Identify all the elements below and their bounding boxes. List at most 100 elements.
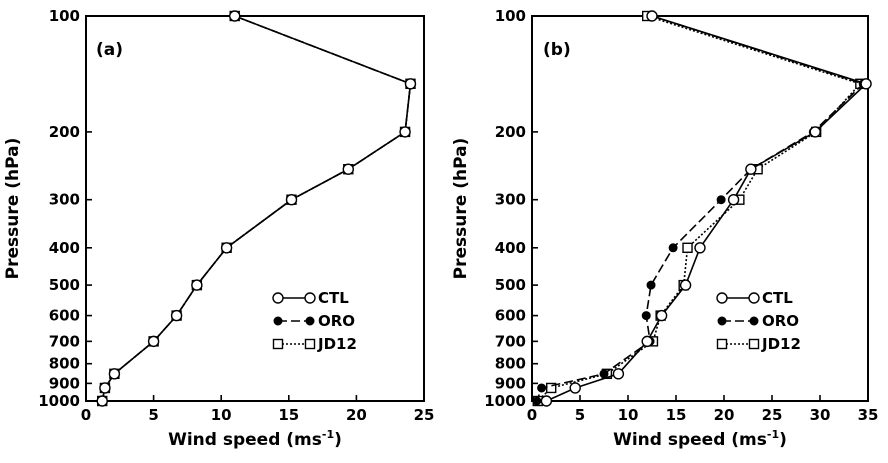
legend-label-oro: ORO — [762, 312, 799, 330]
x-axis-label: Wind speed (ms-1) — [168, 428, 342, 450]
data-point-ctl — [285, 193, 298, 206]
y-tick-label: 900 — [49, 374, 80, 392]
y-tick-label: 200 — [49, 123, 80, 141]
legend-marker-jd12 — [304, 338, 316, 350]
data-point-oro — [537, 383, 547, 393]
y-tick-label: 600 — [495, 307, 526, 325]
x-tick-label: 15 — [278, 406, 299, 424]
data-point-ctl — [612, 368, 625, 380]
legend-marker-jd12 — [272, 338, 284, 350]
x-axis-label-text: Wind speed (ms — [613, 430, 767, 450]
series-line-jd12 — [537, 15, 862, 402]
legend-marker-ctl — [272, 292, 284, 304]
data-point-ctl — [679, 279, 692, 291]
data-point-oro — [716, 195, 726, 205]
series-oro — [97, 11, 415, 406]
x-tick-label: 20 — [346, 406, 367, 424]
panel-label: (a) — [96, 40, 123, 60]
y-tick-label: 900 — [495, 374, 526, 392]
y-tick-label: 600 — [49, 307, 80, 325]
x-axis-label: Wind speed (ms-1) — [613, 428, 787, 450]
legend: CTL ORO JD12 — [716, 289, 801, 353]
legend-marker-ctl — [304, 292, 316, 304]
y-tick-label: 800 — [49, 355, 80, 373]
data-point-oro — [641, 311, 651, 321]
legend-label-ctl: CTL — [762, 289, 793, 307]
x-axis-label-text: Wind speed (ms — [168, 430, 322, 450]
x-tick-label: 25 — [762, 406, 783, 424]
series-line-oro — [536, 15, 865, 402]
data-point-ctl — [646, 10, 658, 22]
y-tick-label: 500 — [49, 276, 80, 294]
data-point-ctl — [229, 10, 241, 22]
y-tick-label: 500 — [495, 276, 526, 294]
y-tick-label: 200 — [495, 123, 526, 141]
x-tick-label: 10 — [618, 406, 639, 424]
data-point-ctl — [399, 126, 411, 138]
x-tick-label: 0 — [81, 406, 91, 424]
legend-marker-oro — [749, 316, 759, 326]
legend-marker-ctl — [748, 292, 760, 304]
data-point-ctl — [147, 335, 160, 348]
data-point-ctl — [655, 309, 668, 322]
data-point-ctl — [108, 368, 121, 380]
legend-label-jd12: JD12 — [761, 335, 801, 353]
x-axis-label-close: ) — [779, 430, 787, 450]
data-point-jd12 — [546, 382, 557, 394]
data-point-oro — [599, 369, 609, 379]
y-tick-label: 700 — [49, 332, 80, 350]
legend-label-jd12: JD12 — [317, 335, 357, 353]
data-point-ctl — [694, 242, 706, 254]
legend-marker-oro — [305, 316, 315, 326]
series-ctl — [540, 10, 872, 407]
series-oro — [532, 11, 868, 406]
y-tick-label: 300 — [49, 191, 80, 209]
y-tick-label: 1000 — [38, 392, 80, 410]
data-point-oro — [668, 243, 678, 253]
x-tick-label: 15 — [666, 406, 687, 424]
series-jd12 — [97, 10, 416, 407]
panel-a: 0 5 10 15 20 25 100 200 300 400 500 600 700 800900100… — [3, 7, 434, 450]
data-point-oro — [532, 396, 542, 406]
data-point-ctl — [569, 382, 581, 394]
x-tick-label: 5 — [148, 406, 158, 424]
data-point-ctl — [540, 395, 553, 407]
legend-marker-ctl — [716, 292, 728, 304]
y-axis-label: Pressure (hPa) — [451, 138, 471, 280]
data-point-ctl — [96, 395, 108, 407]
x-tick-label: 30 — [810, 406, 831, 424]
series-line-ctl — [546, 15, 868, 402]
x-tick-label: 5 — [575, 406, 585, 424]
y-tick-label: 400 — [495, 239, 526, 257]
legend-marker-oro — [273, 316, 283, 326]
x-tick-label: 35 — [858, 406, 879, 424]
legend-marker-jd12 — [716, 338, 728, 350]
y-tick-label: 700 — [495, 332, 526, 350]
data-point-ctl — [191, 279, 203, 291]
data-point-ctl — [342, 163, 354, 175]
series-ctl — [96, 10, 417, 407]
legend-marker-jd12 — [748, 338, 760, 350]
data-point-ctl — [641, 335, 653, 348]
plot-frame — [85, 15, 425, 402]
y-tick-label: 400 — [49, 239, 80, 257]
data-point-oro — [646, 280, 656, 290]
data-point-ctl — [860, 78, 872, 90]
data-point-ctl — [404, 78, 417, 90]
data-point-ctl — [745, 163, 757, 175]
legend-marker-oro — [717, 316, 727, 326]
panel-b: 0 5 10 15 20 25 30 35 100 200 300 400 500 600 700 80090… — [451, 7, 878, 450]
x-tick-label: 0 — [527, 406, 537, 424]
data-point-jd12 — [682, 242, 693, 253]
x-tick-label: 20 — [714, 406, 735, 424]
x-tick-label: 10 — [211, 406, 232, 424]
series-jd12 — [532, 10, 866, 407]
data-point-ctl — [220, 242, 233, 254]
x-axis-label-close: ) — [334, 430, 342, 450]
data-point-ctl — [727, 193, 740, 206]
data-point-ctl — [170, 309, 183, 322]
y-tick-label: 100 — [49, 7, 80, 25]
x-axis-label-superscript: -1 — [322, 428, 334, 441]
plot-frame — [531, 15, 869, 402]
